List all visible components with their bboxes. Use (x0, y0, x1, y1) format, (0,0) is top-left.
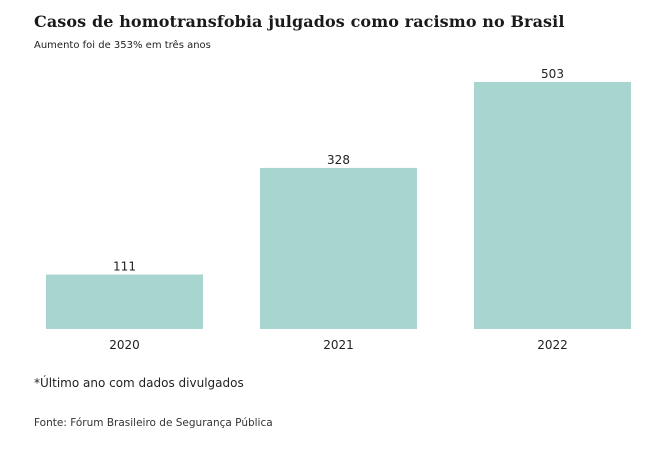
data-label-2022: 503 (541, 67, 564, 81)
bar-2022 (474, 82, 631, 329)
x-tick-label-2020: 2020 (109, 338, 140, 352)
x-tick-label-2022: 2022 (537, 338, 568, 352)
bar-2021 (260, 167, 417, 329)
chart-subtitle: Aumento foi de 353% em três anos (34, 40, 211, 51)
source-note: Fonte: Fórum Brasileiro de Segurança Púb… (34, 417, 273, 429)
x-tick-label-2021: 2021 (323, 338, 354, 352)
bar-chart: 111 2020 328 2021 503 2022 (46, 67, 631, 352)
chart-title: Casos de homotransfobia julgados como ra… (34, 12, 565, 31)
bar-2020 (46, 274, 203, 329)
data-label-2021: 328 (327, 153, 350, 167)
footnote: *Último ano com dados divulgados (34, 376, 244, 390)
data-label-2020: 111 (113, 259, 136, 273)
